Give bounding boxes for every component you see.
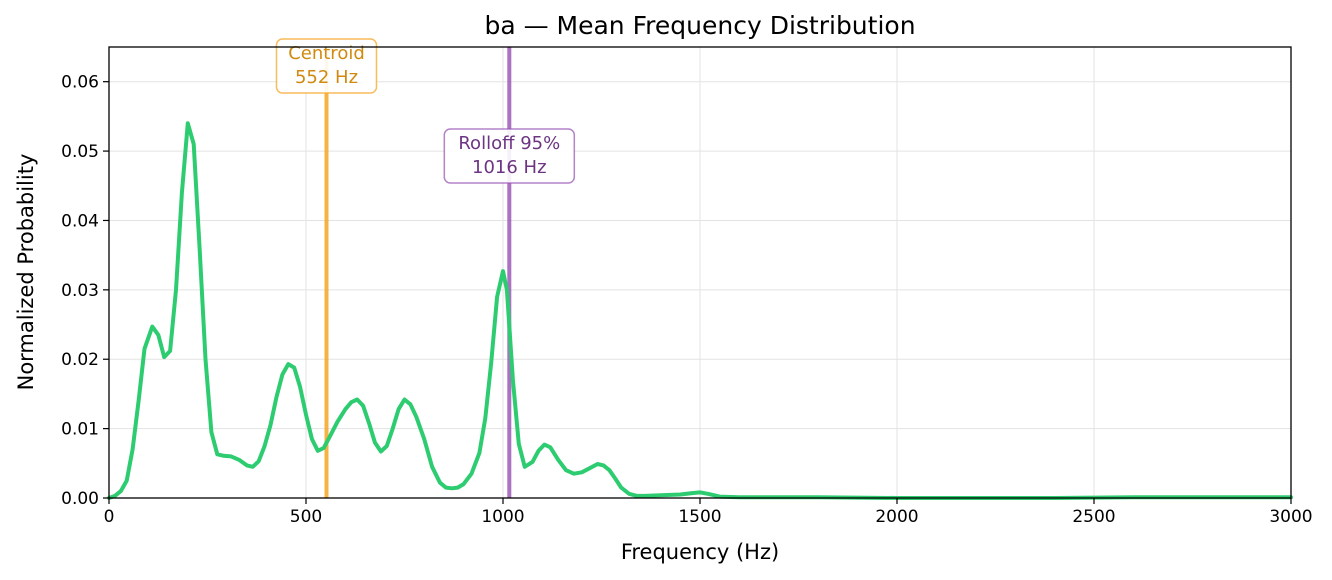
x-tick-label: 0 [104, 507, 115, 527]
y-tick-label: 0.00 [61, 489, 99, 509]
rolloff-label-title: Rolloff 95% [458, 133, 560, 154]
x-tick-label: 2000 [875, 507, 918, 527]
y-tick-label: 0.01 [61, 420, 99, 440]
x-tick-label: 2500 [1072, 507, 1115, 527]
y-tick-label: 0.02 [61, 350, 99, 370]
marker-lines [324, 47, 512, 498]
x-tick-label: 1000 [481, 507, 524, 527]
y-tick-label: 0.04 [61, 211, 99, 231]
x-tick-label: 500 [290, 507, 322, 527]
x-axis-label: Frequency (Hz) [621, 540, 779, 564]
y-axis-label: Normalized Probability [14, 154, 38, 391]
x-tick-label: 1500 [678, 507, 721, 527]
y-tick-label: 0.05 [61, 142, 99, 162]
centroid-label-value: 552 Hz [295, 67, 358, 88]
rolloff-label-box [443, 128, 576, 184]
rolloff-label-value: 1016 Hz [472, 157, 547, 178]
centroid-label-title: Centroid [288, 43, 365, 64]
series-group [107, 121, 1293, 500]
chart-title: ba — Mean Frequency Distribution [484, 11, 915, 40]
y-axis-ticks: 0.00 0.01 0.02 0.03 0.04 0.05 0.06 [61, 73, 109, 509]
marker-annotations: Centroid 552 Hz Rolloff 95% 1016 Hz [275, 38, 576, 184]
x-axis-ticks: 0 500 1000 1500 2000 2500 3000 [104, 498, 1313, 527]
x-tick-label: 3000 [1269, 507, 1312, 527]
y-tick-label: 0.06 [61, 73, 99, 93]
grid [108, 47, 1292, 499]
series-line [107, 121, 1293, 500]
centroid-label-box [275, 38, 378, 94]
y-tick-label: 0.03 [61, 281, 99, 301]
